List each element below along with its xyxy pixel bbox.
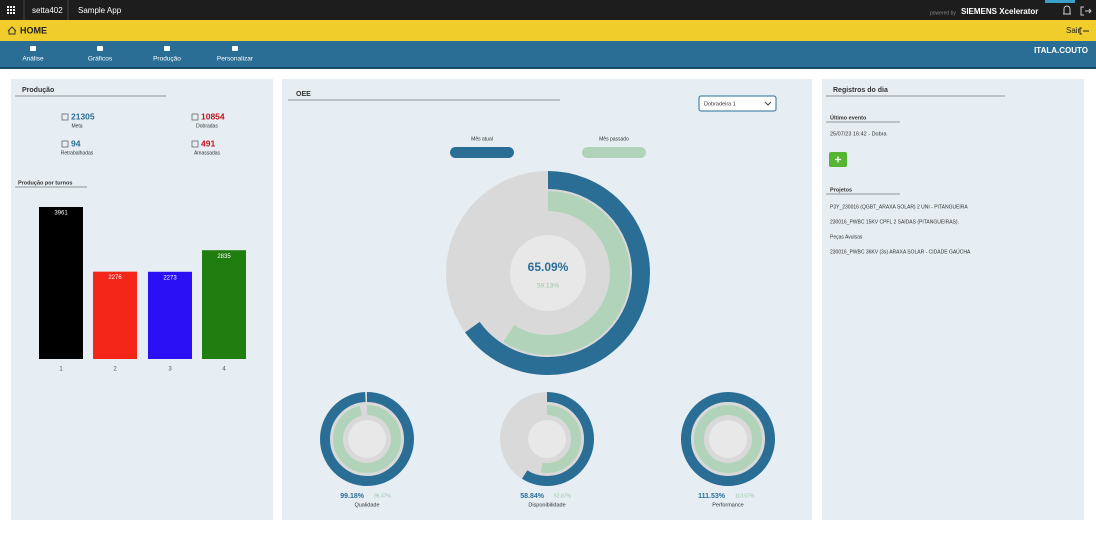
component-previous: 96.47% — [374, 493, 392, 499]
donut-arc — [500, 392, 594, 486]
kpi-value: 94 — [71, 138, 81, 148]
last-event: 25/07/23 16:42 - Dobra — [830, 131, 888, 137]
bar-value: 3961 — [54, 211, 68, 217]
nav-shadow — [0, 67, 1096, 69]
records-panel — [822, 79, 1084, 520]
section-title: Último evento — [830, 114, 867, 121]
kpi-label: Dobradas — [196, 123, 218, 129]
section-title: Projetos — [830, 187, 852, 193]
page-title: HOME — [20, 25, 47, 35]
machine-select-value[interactable]: Dobradeira 1 — [704, 101, 736, 107]
component-previous: 113.57% — [735, 493, 755, 499]
bar — [202, 250, 246, 359]
nav-icon[interactable] — [97, 46, 103, 51]
nav-bar — [0, 41, 1096, 67]
top-bar — [0, 0, 1096, 20]
bar — [39, 207, 83, 359]
nav-item[interactable]: Personalizar — [217, 56, 254, 63]
bar-value: 2276 — [108, 275, 122, 281]
kpi-label: Amassadas — [194, 150, 221, 156]
kpi-value: 491 — [201, 138, 215, 148]
donut-arc — [446, 171, 650, 375]
user-name: ITALA.COUTO — [1034, 46, 1088, 55]
bar — [93, 271, 137, 359]
component-name: Performance — [712, 502, 744, 508]
kpi-value: 10854 — [201, 111, 225, 121]
nav-icon[interactable] — [30, 46, 36, 51]
component-previous: 52.87% — [554, 493, 572, 499]
oee-current: 65.09% — [528, 260, 569, 274]
nav-icon[interactable] — [164, 46, 170, 51]
nav-item[interactable]: Análise — [22, 56, 44, 63]
donut-arc — [466, 191, 630, 355]
x-tick-label: 1 — [59, 367, 63, 373]
x-tick-label: 3 — [168, 367, 172, 373]
kpi-label: Retrabalhadas — [61, 150, 94, 156]
chevron[interactable] — [764, 101, 772, 106]
donut-center — [348, 420, 386, 458]
box-icon — [61, 140, 69, 148]
donut-center — [528, 420, 566, 458]
oee-previous: 59.13% — [537, 283, 559, 290]
panel-title: OEE — [296, 91, 311, 98]
header-bar — [0, 20, 1096, 41]
panel-title: Registros do dia — [833, 87, 888, 94]
donut-center — [709, 420, 747, 458]
plus-icon[interactable] — [835, 156, 841, 163]
component-name: Qualidade — [354, 502, 379, 508]
legend-swatch — [450, 147, 514, 158]
donut-arc — [694, 405, 762, 473]
powered-by: powered by — [930, 10, 956, 16]
legend-label: Mês passado — [599, 136, 629, 142]
box-icon — [61, 113, 69, 121]
logout[interactable]: Sair — [1066, 26, 1081, 35]
box-icon — [191, 140, 199, 148]
x-tick-label: 4 — [222, 367, 226, 373]
donut-center — [510, 235, 586, 311]
legend-swatch — [582, 147, 646, 158]
tenant[interactable]: setta402 — [32, 6, 63, 15]
x-tick-label: 2 — [113, 367, 117, 373]
donut-arc — [333, 405, 401, 473]
component-name: Disponibilidade — [528, 502, 565, 508]
logout-icon[interactable] — [1079, 27, 1089, 35]
exit-icon[interactable] — [1080, 6, 1092, 16]
project-item[interactable]: P3Y_230016 (QGBT_ARAXA SOLAR) 2 UNI - PI… — [830, 204, 968, 210]
nav-icon[interactable] — [232, 46, 238, 51]
accent — [1045, 0, 1075, 3]
nav-item[interactable]: Produção — [153, 56, 181, 63]
bar — [148, 271, 192, 359]
project-item[interactable]: 230016_PWBC 36KV (3s) ARAXA SOLAR - CIDA… — [830, 248, 971, 255]
bar-value: 2273 — [163, 275, 177, 281]
donut-arc — [681, 392, 775, 486]
component-current: 58.84% — [520, 493, 545, 500]
machine-select[interactable] — [698, 95, 777, 112]
kpi-label: Meta — [71, 123, 82, 129]
apps-icon[interactable] — [7, 6, 15, 14]
chart-title: Produção por turnos — [18, 180, 72, 186]
box-icon — [191, 113, 199, 121]
app-name[interactable]: Sample App — [78, 6, 122, 15]
bell-icon[interactable] — [1063, 5, 1071, 15]
panel-title: Produção — [22, 87, 54, 94]
donut-arc — [320, 392, 414, 486]
home-icon — [7, 26, 17, 35]
component-current: 99.18% — [340, 493, 365, 500]
donut-arc — [513, 405, 581, 473]
brand: SIEMENS Xcelerator — [961, 7, 1038, 16]
project-item[interactable]: 230016_PWBC 15KV CPFL 2 SAIDAS (PITANGUE… — [830, 219, 959, 225]
component-current: 111.53% — [698, 493, 726, 500]
bar-value: 2835 — [217, 254, 231, 260]
legend-label: Mês atual — [471, 136, 493, 142]
kpi-value: 21305 — [71, 111, 95, 121]
project-item[interactable]: Peças Avulsas — [830, 234, 863, 240]
nav-item[interactable]: Gráficos — [88, 56, 113, 63]
